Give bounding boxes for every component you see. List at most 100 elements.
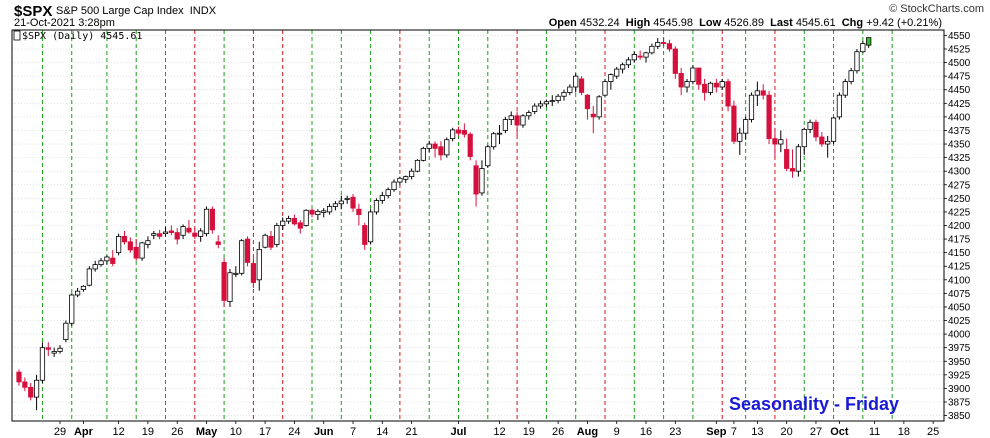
candle-down [16, 371, 22, 383]
x-tick-label: Apr [74, 426, 94, 438]
candle-up [57, 347, 63, 352]
candle-up [420, 147, 426, 161]
quote-bar: Open 4532.24 High 4545.98 Low 4526.89 La… [549, 17, 942, 29]
candle-up [743, 119, 749, 134]
candle-down [45, 347, 51, 350]
candle-down [578, 78, 585, 93]
candle-down [127, 241, 133, 251]
candle-up [326, 206, 333, 213]
y-tick-label: 3850 [948, 411, 971, 422]
candle-up [737, 132, 743, 142]
candle-up [537, 103, 544, 107]
candle-up [807, 121, 813, 130]
candle-up [385, 189, 391, 197]
candle-down [268, 235, 274, 248]
candle-down [221, 262, 227, 301]
x-tick-label: 25 [927, 426, 939, 438]
candle-down [702, 83, 708, 93]
x-tick-label: 19 [142, 426, 154, 438]
candle-up [795, 146, 801, 172]
candle-up [649, 45, 655, 54]
candle-up [450, 129, 456, 140]
candle-down [813, 121, 819, 138]
candle-down [356, 208, 362, 216]
x-tick-label: 23 [669, 426, 681, 438]
candle-up [842, 81, 848, 96]
candle-down [473, 165, 479, 195]
candle-down [133, 246, 139, 259]
candle-down [157, 233, 163, 237]
candle-up [526, 112, 532, 117]
candle-down [461, 130, 467, 135]
candles [16, 37, 872, 411]
candle-up [549, 100, 555, 103]
candle-down [760, 90, 766, 96]
candle-down [661, 42, 667, 44]
x-tick-label: 26 [552, 426, 564, 438]
candle-up [104, 256, 110, 262]
candle-up [80, 285, 87, 290]
candle-down [309, 209, 315, 215]
candle-down [731, 105, 737, 142]
candle-down [678, 73, 684, 88]
x-tick-label: Sep [706, 426, 726, 438]
candle-up [33, 379, 40, 398]
candle-up [719, 81, 725, 88]
ticker-name: S&P 500 Large Cap Index INDX [56, 5, 216, 17]
candle-up [285, 218, 292, 222]
candle-up [866, 37, 872, 46]
x-tick-label: 26 [171, 426, 183, 438]
candle-down [110, 257, 116, 264]
candle-up [485, 146, 491, 167]
y-tick-label: 4150 [948, 248, 971, 259]
candle-up [367, 211, 374, 243]
candle-up [836, 94, 843, 118]
y-tick-label: 4400 [948, 112, 971, 123]
x-tick-label: Oct [830, 426, 849, 438]
candle-up [51, 351, 57, 354]
candle-up [848, 70, 854, 82]
candle-up [409, 170, 415, 178]
candle-up [655, 42, 661, 47]
candle-up [707, 82, 714, 93]
candle-down [590, 113, 596, 118]
candle-down [209, 208, 215, 231]
candle-down [766, 94, 772, 140]
candle-up [830, 117, 837, 142]
x-tick-label: Jul [451, 426, 467, 438]
candle-down [215, 241, 221, 245]
high-label: High [625, 17, 651, 29]
legend-text: $SPX (Daily) 4545.61 [22, 31, 142, 42]
candle-down [514, 115, 520, 126]
candle-down [784, 149, 790, 169]
x-tick-label: 21 [405, 426, 417, 438]
candle-up [520, 115, 526, 126]
candle-down [22, 381, 28, 388]
candle-down [467, 133, 473, 157]
candle-up [561, 92, 567, 97]
candle-up [198, 230, 204, 237]
candle-down [297, 222, 303, 229]
seasonality-annotation: Seasonality - Friday [729, 394, 899, 414]
last-value: 4545.61 [795, 17, 836, 29]
x-tick-label: 16 [640, 426, 652, 438]
candle-up [508, 115, 514, 121]
candle-up [315, 210, 321, 216]
last-label: Last [770, 17, 793, 29]
candle-up [69, 294, 75, 324]
y-tick-label: 4525 [948, 45, 971, 56]
x-tick-label: 29 [54, 426, 66, 438]
candle-up [344, 197, 350, 200]
x-tick-label: 12 [112, 426, 124, 438]
y-tick-label: 4350 [948, 140, 971, 151]
chg-label: Chg [841, 17, 864, 29]
y-tick-label: 4175 [948, 235, 971, 246]
candle-up [391, 181, 397, 191]
index-name: S&P 500 Large Cap Index [56, 5, 184, 17]
y-tick-label: 4500 [948, 58, 971, 69]
candle-up [801, 128, 807, 148]
x-tick-label: 24 [288, 426, 300, 438]
y-tick-label: 4225 [948, 207, 971, 218]
